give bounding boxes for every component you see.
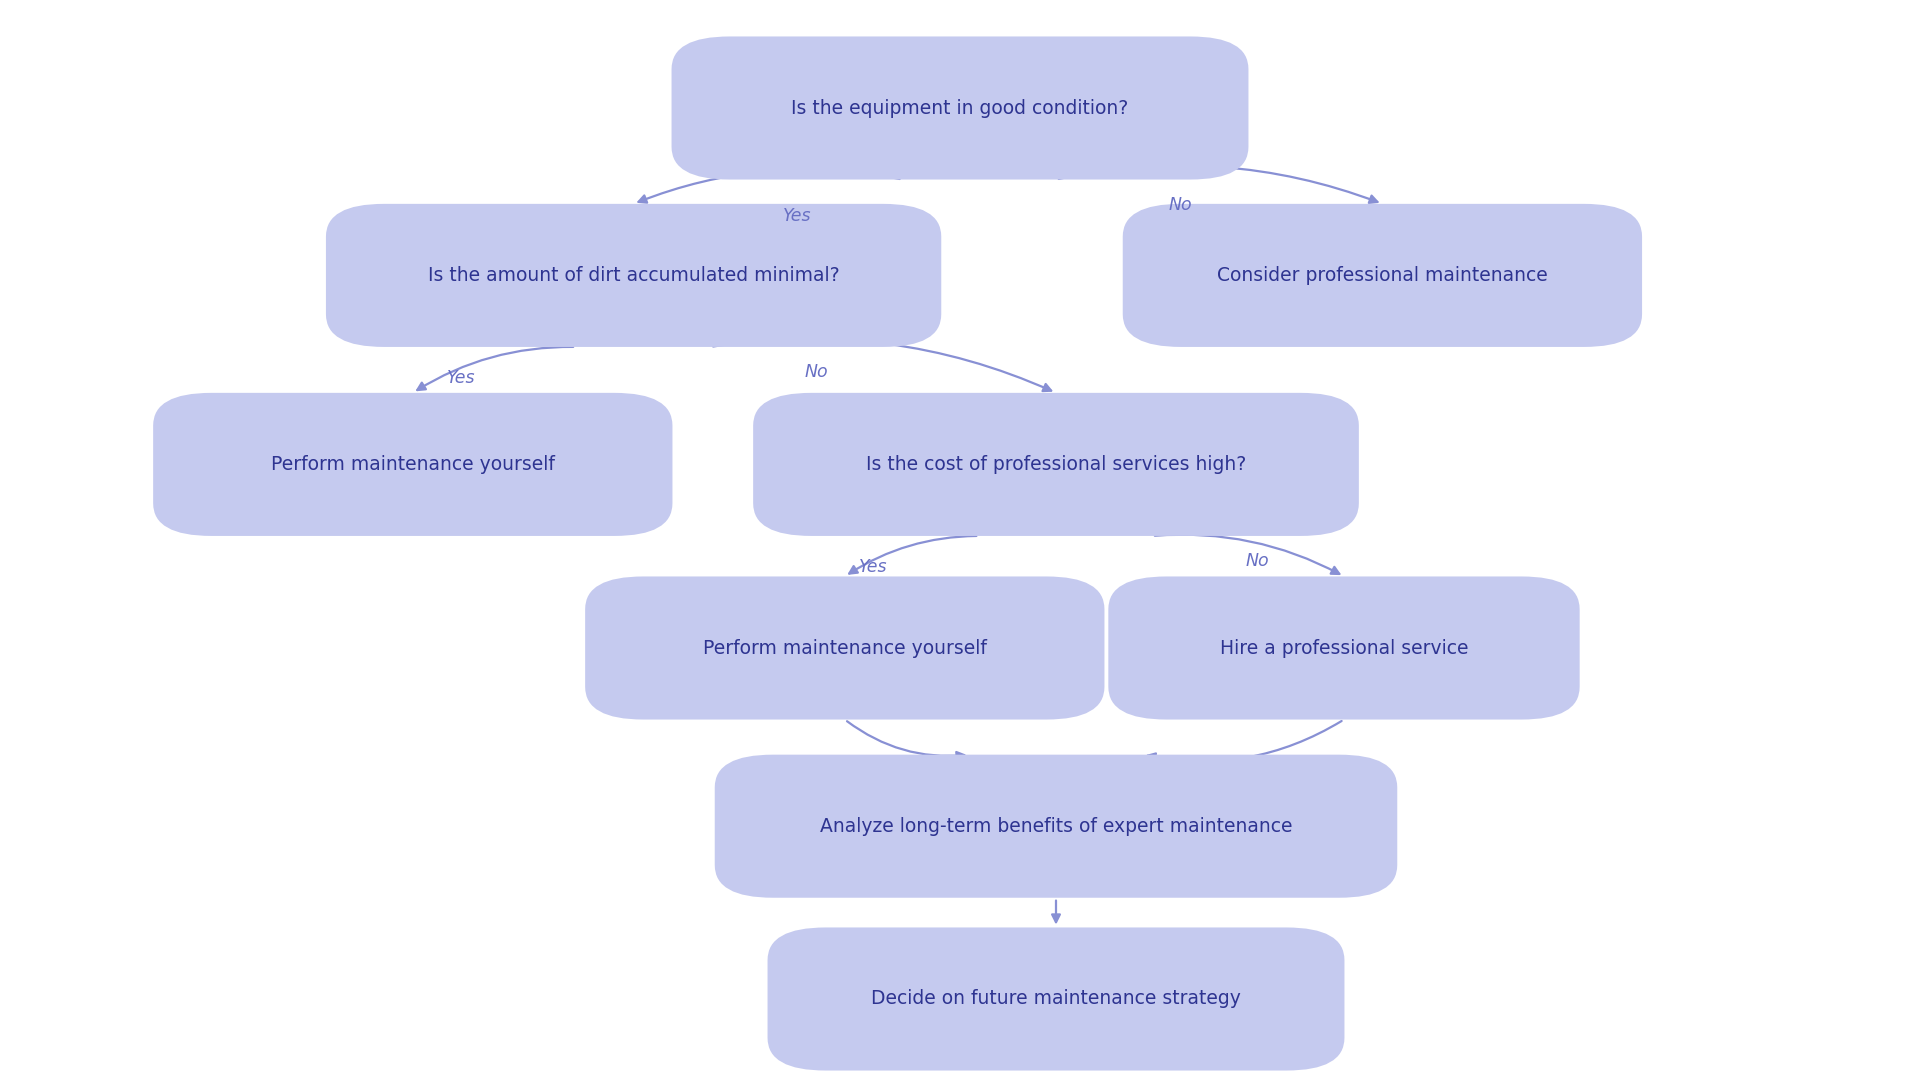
FancyBboxPatch shape: [326, 204, 941, 347]
FancyBboxPatch shape: [154, 393, 672, 536]
Text: No: No: [1169, 195, 1192, 214]
Text: Yes: Yes: [783, 206, 810, 225]
Text: No: No: [1246, 552, 1269, 570]
Text: Analyze long-term benefits of expert maintenance: Analyze long-term benefits of expert mai…: [820, 816, 1292, 836]
Text: Yes: Yes: [447, 368, 474, 387]
FancyBboxPatch shape: [1123, 204, 1642, 347]
FancyBboxPatch shape: [1108, 577, 1580, 719]
Text: No: No: [804, 363, 828, 381]
Text: Yes: Yes: [860, 557, 887, 576]
Text: Decide on future maintenance strategy: Decide on future maintenance strategy: [872, 989, 1240, 1009]
FancyBboxPatch shape: [672, 37, 1248, 179]
FancyBboxPatch shape: [586, 577, 1104, 719]
Text: Hire a professional service: Hire a professional service: [1219, 638, 1469, 658]
Text: Perform maintenance yourself: Perform maintenance yourself: [703, 638, 987, 658]
FancyBboxPatch shape: [768, 928, 1344, 1070]
Text: Is the cost of professional services high?: Is the cost of professional services hig…: [866, 455, 1246, 474]
FancyBboxPatch shape: [714, 755, 1398, 897]
FancyBboxPatch shape: [753, 393, 1359, 536]
Text: Perform maintenance yourself: Perform maintenance yourself: [271, 455, 555, 474]
Text: Consider professional maintenance: Consider professional maintenance: [1217, 266, 1548, 285]
Text: Is the amount of dirt accumulated minimal?: Is the amount of dirt accumulated minima…: [428, 266, 839, 285]
Text: Is the equipment in good condition?: Is the equipment in good condition?: [791, 98, 1129, 118]
